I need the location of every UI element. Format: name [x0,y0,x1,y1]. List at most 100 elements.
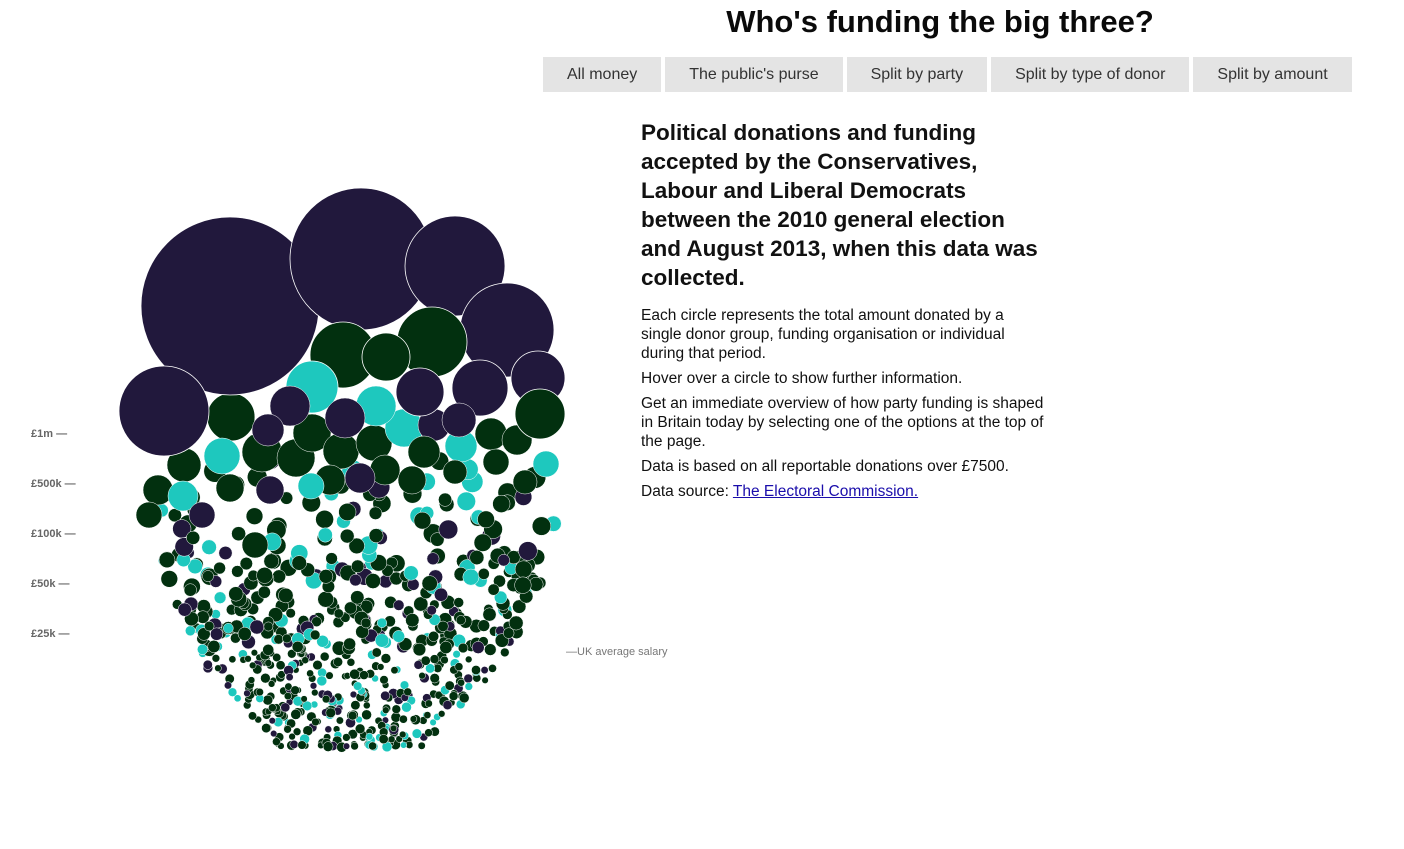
donor-circle[interactable] [309,682,318,690]
donor-circle[interactable] [185,625,196,637]
donor-circle[interactable] [284,682,293,691]
donor-circle[interactable] [167,480,199,512]
donor-circle[interactable] [349,668,360,680]
donor-circle[interactable] [177,602,192,617]
donor-circle[interactable] [316,635,329,648]
donor-circle[interactable] [497,554,510,567]
donor-circle[interactable] [492,494,511,513]
donor-circle[interactable] [342,742,351,750]
donor-circle[interactable] [204,620,215,632]
donor-circle[interactable] [311,717,320,727]
donor-circle[interactable] [233,694,242,703]
donor-circle[interactable] [224,681,232,690]
donor-circle[interactable] [243,689,251,697]
donor-circle[interactable] [321,694,331,704]
donor-circle[interactable] [512,469,538,495]
donor-circle[interactable] [228,586,244,602]
donor-circle[interactable] [397,465,427,495]
donor-circle[interactable] [251,413,285,447]
donor-circle[interactable] [413,660,423,670]
donor-circle[interactable] [480,666,489,675]
donor-circle[interactable] [317,527,333,543]
donor-circle[interactable] [269,385,311,427]
donor-circle[interactable] [249,661,257,670]
electoral-commission-link[interactable]: The Electoral Commission. [732,483,919,500]
donor-circle[interactable] [158,551,176,569]
donor-circle[interactable] [365,732,374,741]
donor-circle[interactable] [201,539,217,555]
donor-circle[interactable] [350,700,361,711]
donor-circle[interactable] [291,555,307,571]
donor-circle[interactable] [311,616,322,627]
donor-circle[interactable] [405,613,420,628]
donor-circle[interactable] [301,656,309,664]
donor-circle[interactable] [442,459,468,485]
donor-circle[interactable] [297,472,325,500]
donor-circle[interactable] [464,682,473,691]
donor-circle[interactable] [249,619,265,635]
donor-circle[interactable] [302,700,313,711]
donor-circle[interactable] [420,655,431,666]
donor-circle[interactable] [263,621,274,632]
donor-circle[interactable] [444,680,455,691]
donor-circle[interactable] [309,629,321,641]
donor-circle[interactable] [379,675,389,685]
donor-circle[interactable] [393,599,405,611]
donor-circle[interactable] [417,741,426,750]
donor-circle[interactable] [354,723,366,734]
donor-circle[interactable] [272,737,281,746]
donor-circle[interactable] [439,641,453,654]
donor-circle[interactable] [426,552,440,566]
donor-circle[interactable] [280,702,291,713]
donor-circle[interactable] [463,673,474,684]
donor-circle[interactable] [409,715,418,723]
donor-circle[interactable] [437,620,449,632]
donor-circle[interactable] [257,585,271,599]
donor-circle[interactable] [228,655,237,664]
donor-circle[interactable] [214,664,222,672]
donor-circle[interactable] [290,709,302,720]
donor-circle[interactable] [283,725,292,734]
donor-circle[interactable] [223,623,234,634]
donor-circle[interactable] [514,560,533,579]
donor-circle[interactable] [287,649,297,659]
donor-circle[interactable] [325,707,336,718]
donor-circle[interactable] [248,711,257,721]
donor-circle[interactable] [378,734,389,745]
donor-circle[interactable] [292,413,332,453]
donor-circle[interactable] [292,727,302,736]
donor-circle[interactable] [268,717,276,725]
donor-circle[interactable] [448,691,459,701]
donor-circle[interactable] [403,687,412,697]
donor-circle[interactable] [285,673,294,682]
donor-circle[interactable] [361,709,372,721]
donor-circle[interactable] [335,716,344,725]
donor-circle[interactable] [425,663,436,674]
donor-circle[interactable] [423,711,432,719]
donor-circle[interactable] [206,392,256,442]
donor-circle[interactable] [482,448,510,476]
donor-circle[interactable] [263,553,280,569]
donor-circle[interactable] [264,659,273,667]
donor-circle[interactable] [508,615,524,631]
donor-circle[interactable] [278,587,294,604]
donor-circle[interactable] [270,730,278,738]
donor-circle[interactable] [319,651,330,662]
donor-circle[interactable] [390,666,399,675]
donor-circle[interactable] [429,654,440,664]
donor-circle[interactable] [350,590,365,605]
donor-circle[interactable] [325,552,338,565]
donor-circle[interactable] [360,617,372,629]
donor-circle[interactable] [412,642,427,657]
donor-circle[interactable] [377,663,385,671]
donor-circle[interactable] [454,662,464,672]
donor-circle[interactable] [374,633,390,648]
donor-circle[interactable] [484,643,497,656]
donor-circle[interactable] [503,627,515,639]
donor-circle[interactable] [202,659,213,670]
donor-circle[interactable] [272,569,286,584]
donor-circle[interactable] [289,739,299,749]
donor-circle[interactable] [430,532,445,547]
donor-circle[interactable] [413,511,432,530]
donor-circle[interactable] [376,617,388,628]
